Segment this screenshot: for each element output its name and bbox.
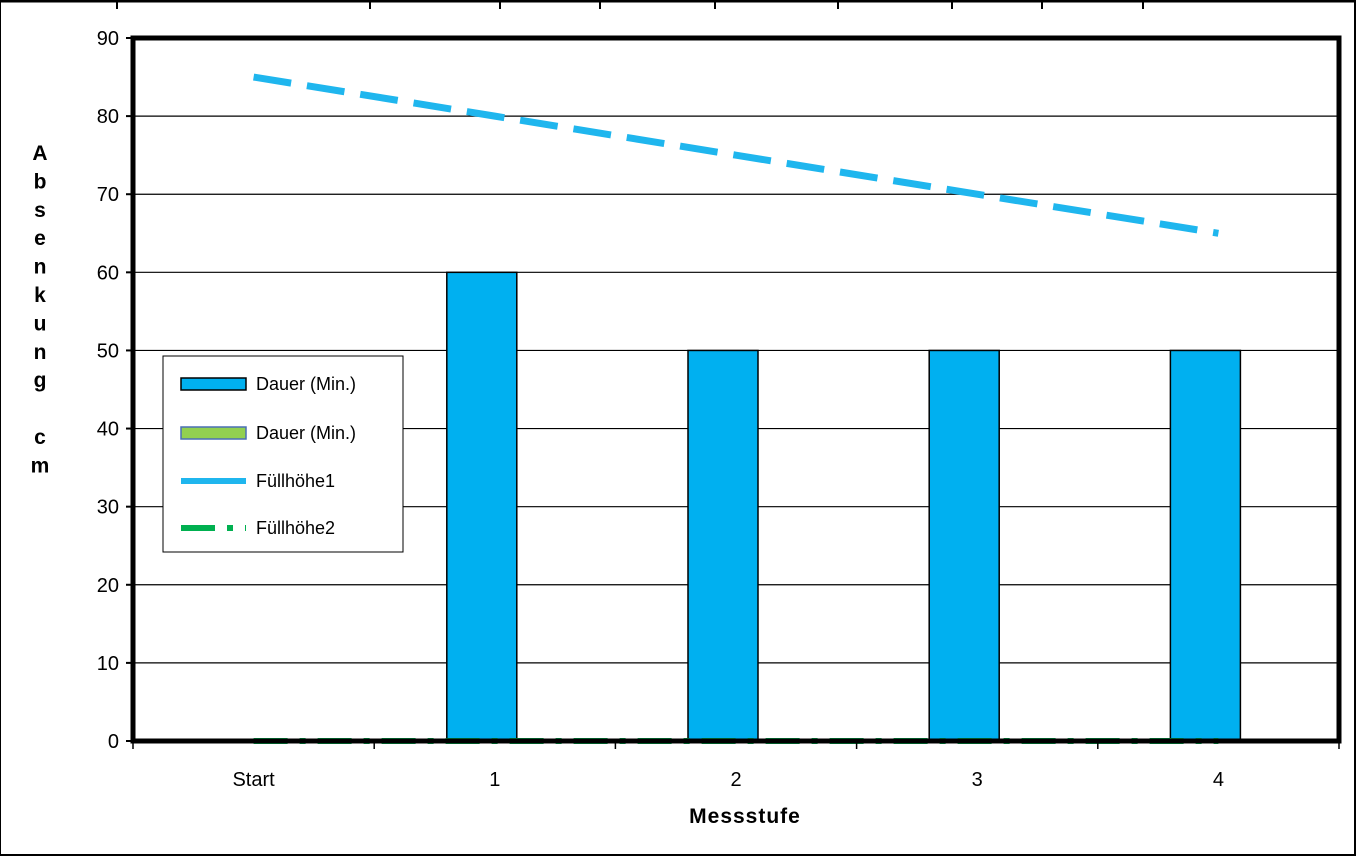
legend-label: Dauer (Min.) <box>256 374 356 394</box>
bar <box>928 349 1000 742</box>
legend-swatch <box>180 377 247 391</box>
legend-item: Dauer (Min.) <box>180 374 356 394</box>
y-axis: 0 10 20 30 40 50 60 70 80 90 <box>97 28 133 753</box>
y-tick-label: 90 <box>97 28 119 50</box>
x-axis-title: Messstufe <box>689 805 801 828</box>
top-border-ticks <box>116 0 1144 9</box>
y-tick-label: 40 <box>97 419 119 441</box>
legend-label: Füllhöhe1 <box>256 471 335 491</box>
legend-label: Füllhöhe2 <box>256 518 335 538</box>
y-tick-label: 50 <box>97 340 119 362</box>
x-tick-label: Start <box>232 769 275 791</box>
plot-area-border <box>130 35 1342 744</box>
x-tick-label: 4 <box>1213 769 1224 791</box>
y-tick-label: 70 <box>97 184 119 206</box>
bar <box>446 271 518 742</box>
bar <box>1169 349 1242 742</box>
legend-label: Dauer (Min.) <box>256 423 356 443</box>
bar <box>687 349 759 742</box>
y-tick-label: 80 <box>97 106 119 128</box>
series-line <box>253 73 1219 237</box>
y-tick-label: 10 <box>97 653 119 675</box>
legend-swatch <box>180 426 247 440</box>
x-tick-label: 3 <box>972 769 983 791</box>
legend: Dauer (Min.) Dauer (Min.) Füllhöhe1 Füllhöh… <box>162 355 404 553</box>
legend-item: Füllhöhe1 <box>181 471 335 491</box>
x-axis: Start 1 2 3 4 <box>132 741 1340 791</box>
y-tick-label: 60 <box>97 262 119 284</box>
x-tick-label: 1 <box>489 769 500 791</box>
legend-item: Füllhöhe2 <box>181 518 335 538</box>
y-tick-label: 0 <box>108 731 119 753</box>
legend-item: Dauer (Min.) <box>180 423 356 443</box>
x-tick-label: 2 <box>730 769 741 791</box>
y-tick-label: 30 <box>97 497 119 519</box>
y-tick-label: 20 <box>97 575 119 597</box>
